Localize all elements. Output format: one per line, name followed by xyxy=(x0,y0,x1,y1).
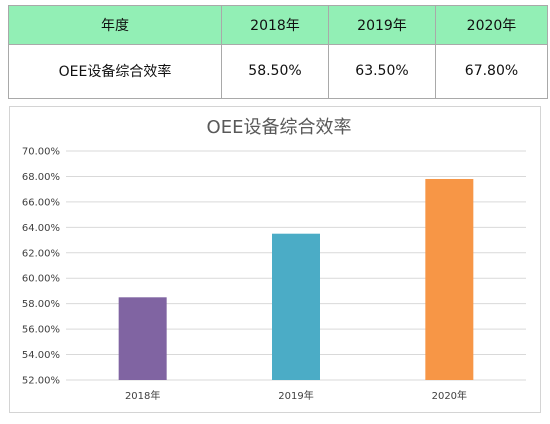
chart-container: OEE设备综合效率 52.00% 54.00% 56.00% 58.00% 60.00%… xyxy=(9,106,541,413)
y-tick-label: 64.00% xyxy=(22,223,60,234)
y-tick-label: 58.00% xyxy=(22,299,60,310)
bar-2 xyxy=(425,178,474,380)
header-cell-year: 年度 xyxy=(8,5,222,45)
row-label-oee: OEE设备综合效率 xyxy=(8,43,222,100)
bars xyxy=(118,178,474,380)
y-tick-label: 52.00% xyxy=(22,376,60,387)
x-tick-label: 2020年 xyxy=(432,389,467,402)
bar-1 xyxy=(272,233,320,380)
cell-2020-value: 67.80% xyxy=(435,43,548,100)
header-cell-2018: 2018年 xyxy=(221,5,329,45)
bar-0 xyxy=(118,297,167,380)
y-tick-label: 56.00% xyxy=(22,325,60,336)
y-tick-label: 60.00% xyxy=(22,274,60,285)
y-tick-label: 62.00% xyxy=(22,248,60,259)
chart-title: OEE设备综合效率 xyxy=(207,117,352,138)
header-cell-2019: 2019年 xyxy=(328,5,436,45)
table-header-row: 年度 2018年 2019年 2020年 xyxy=(8,5,548,45)
y-tick-label: 54.00% xyxy=(22,350,60,361)
header-cell-2020: 2020年 xyxy=(435,5,548,45)
bar-chart: OEE设备综合效率 52.00% 54.00% 56.00% 58.00% 60.00%… xyxy=(22,117,526,402)
y-tick-label: 66.00% xyxy=(22,197,60,208)
x-tick-label: 2019年 xyxy=(278,389,313,402)
y-axis-ticks: 52.00% 54.00% 56.00% 58.00% 60.00% 62.00% 64.0… xyxy=(22,147,60,387)
y-tick-label: 68.00% xyxy=(22,172,60,183)
y-tick-label: 70.00% xyxy=(22,147,60,158)
x-tick-label: 2018年 xyxy=(125,389,160,402)
table-row: OEE设备综合效率 58.50% 63.50% 67.80% xyxy=(8,43,548,100)
data-table: 年度 2018年 2019年 2020年 OEE设备综合效率 58.50% 63… xyxy=(8,5,548,100)
x-axis-ticks: 2018年 2019年 2020年 xyxy=(125,389,467,402)
cell-2019-value: 63.50% xyxy=(328,43,436,100)
cell-2018-value: 58.50% xyxy=(221,43,329,100)
